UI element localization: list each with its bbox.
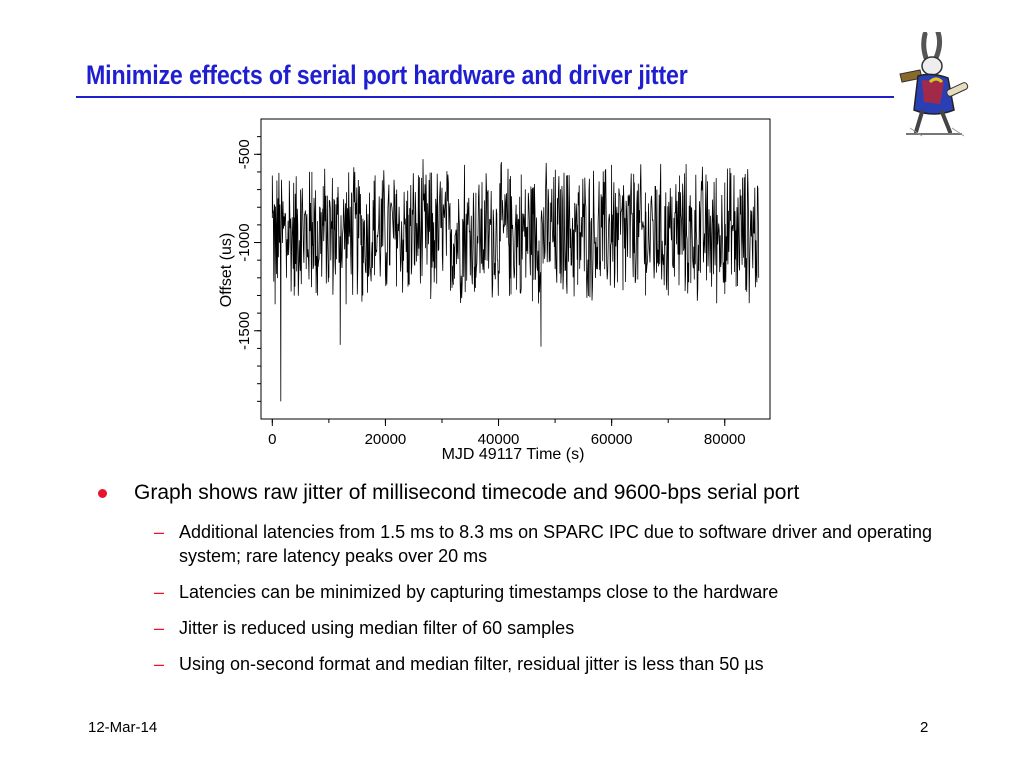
y-tick-label: -1500 [236,312,253,350]
dash-icon: – [154,618,165,638]
chart-xlabel: MJD 49117 Time (s) [442,446,585,463]
sub-bullet-item: – Using on-second format and median filt… [96,652,976,676]
bullet-text: Graph shows raw jitter of millisecond ti… [134,481,800,504]
x-tick-label: 60000 [591,431,633,448]
chart-ylabel: Offset (us) [218,233,235,307]
offset-chart: 0 20000 40000 60000 80000 -500 -1000 -1500 MJD … [218,118,771,463]
sub-bullet-item: – Jitter is reduced using median filter … [96,616,976,640]
dash-icon: – [154,582,165,602]
sub-bullet-text: Additional latencies from 1.5 ms to 8.3 … [179,522,933,566]
sub-bullet-item: – Additional latencies from 1.5 ms to 8.… [96,520,976,568]
plot-layer: 0 20000 40000 60000 80000 -500 -1000 -1500 [236,118,771,448]
bullet-item: Graph shows raw jitter of millisecond ti… [96,480,976,506]
sub-bullet-text: Jitter is reduced using median filter of… [179,618,575,638]
plot-frame [260,118,771,420]
bullet-dot-icon [98,489,107,498]
sub-bullet-text: Using on-second format and median filter… [179,654,764,674]
x-tick-label: 0 [268,431,276,448]
white-rabbit-logo [899,32,969,137]
title-underline [76,96,894,98]
y-tick-label: -500 [236,139,253,169]
x-tick-label: 20000 [365,431,407,448]
bullet-list: Graph shows raw jitter of millisecond ti… [96,480,976,688]
page-number: 2 [920,719,929,736]
dash-icon: – [154,654,165,674]
footer-date: 12-Mar-14 [88,719,158,736]
x-tick-label: 80000 [704,431,746,448]
slide-title: Minimize effects of serial port hardware… [86,60,688,90]
y-tick-label: -1000 [236,223,253,261]
sub-bullet-item: – Latencies can be minimized by capturin… [96,580,976,604]
series-line [271,159,760,402]
sub-bullet-text: Latencies can be minimized by capturing … [179,582,779,602]
x-tick-label: 40000 [478,431,520,448]
dash-icon: – [154,522,165,542]
